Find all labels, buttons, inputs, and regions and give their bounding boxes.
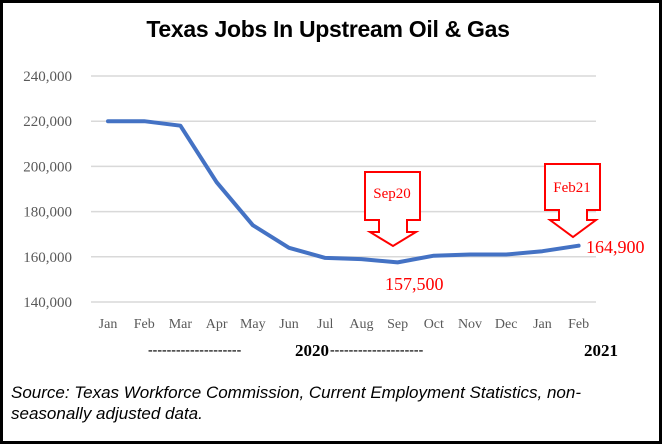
callout-feb21: Feb21: [544, 163, 601, 239]
x-axis-ticks: Jan Feb Mar Apr May Jun Jul Aug Sep Oct Nov Dec Jan F…: [99, 317, 589, 332]
x-tick-label: Dec: [495, 317, 518, 332]
x-tick-label: Aug: [349, 317, 373, 332]
value-label-sep20: 157,500: [385, 274, 444, 294]
x-tick-label: May: [240, 317, 266, 332]
y-tick-label: 160,000: [23, 250, 72, 266]
callout-arrow-icon: [364, 171, 421, 248]
value-label-feb21: 164,900: [586, 237, 645, 257]
callout-arrow-icon: [544, 163, 601, 239]
source-note: Source: Texas Workforce Commission, Curr…: [11, 383, 582, 423]
callout-label-sep20: Sep20: [373, 186, 411, 202]
y-tick-label: 140,000: [23, 295, 72, 311]
x-tick-label: Sep: [387, 317, 408, 332]
x-tick-label: Apr: [206, 317, 228, 332]
jobs-line: [106, 119, 581, 265]
dash-right: --------------------: [330, 343, 424, 358]
dash-left: --------------------: [148, 343, 242, 358]
x-tick-label: Feb: [568, 317, 589, 332]
callout-sep20: Sep20: [364, 171, 421, 248]
year-2020-label: 2020: [295, 341, 329, 360]
y-tick-label: 240,000: [23, 69, 72, 85]
year-2021-label: 2021: [584, 341, 618, 360]
x-tick-label: Jan: [533, 317, 552, 332]
x-tick-label: Nov: [458, 317, 482, 332]
y-axis-ticks: 140,000 160,000 180,000 200,000 220,000 240,0…: [23, 69, 72, 311]
x-tick-label: Feb: [134, 317, 155, 332]
x-tick-label: Jul: [317, 317, 333, 332]
callout-label-feb21: Feb21: [553, 180, 591, 196]
x-tick-label: Mar: [169, 317, 193, 332]
chart-title: Texas Jobs In Upstream Oil & Gas: [146, 16, 510, 42]
gridlines: [91, 75, 596, 303]
x-tick-label: Jan: [99, 317, 118, 332]
y-tick-label: 220,000: [23, 114, 72, 130]
y-tick-label: 180,000: [23, 205, 72, 221]
x-tick-label: Jun: [279, 317, 298, 332]
y-tick-label: 200,000: [23, 159, 72, 175]
x-tick-label: Oct: [424, 317, 444, 332]
